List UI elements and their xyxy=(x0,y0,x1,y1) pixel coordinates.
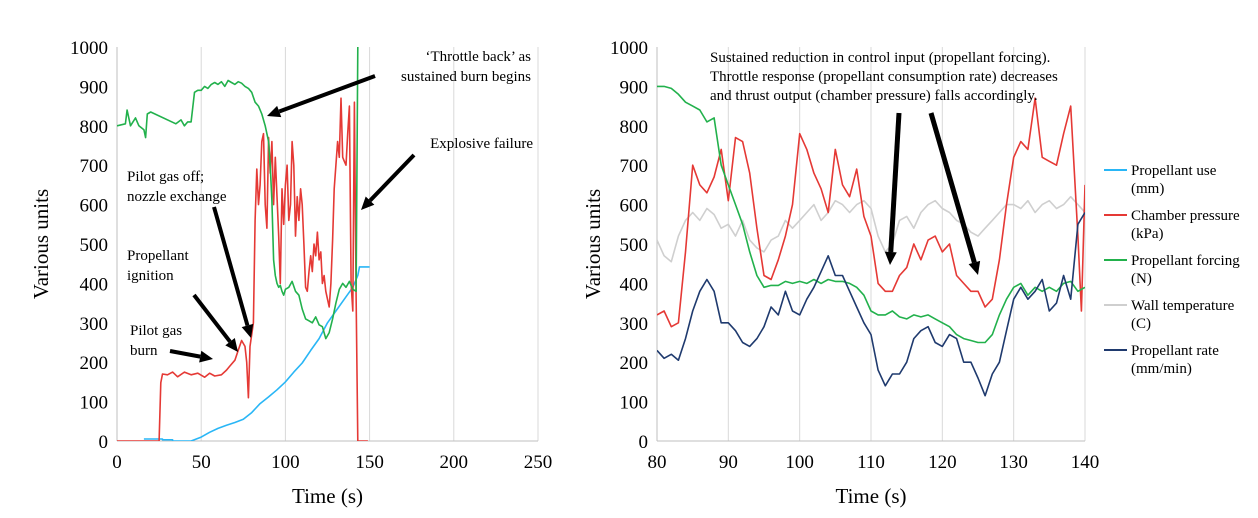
series-line-propellant-forcing xyxy=(657,85,1085,344)
legend-label-line: Wall temperature xyxy=(1131,298,1235,314)
annotation-sustained-reduction: Sustained reduction in control input (pr… xyxy=(710,50,1050,66)
arrow-throttle-back-head xyxy=(267,105,282,118)
y-tick-label: 0 xyxy=(639,432,649,453)
series-group xyxy=(657,85,1085,397)
series-group xyxy=(117,46,370,441)
x-tick-label: 200 xyxy=(440,452,469,473)
y-tick-label: 1000 xyxy=(70,38,108,59)
arrow-propellant-ignition-head xyxy=(225,338,238,352)
legend-label: Propellant rate (mm/min) xyxy=(1131,343,1219,377)
y-tick-label: 500 xyxy=(80,235,109,256)
y-tick-label: 200 xyxy=(80,353,109,374)
x-tick-label: 80 xyxy=(648,452,667,473)
arrow-pilot-gas-off-head xyxy=(241,323,254,338)
annotation-throttle-back: ‘Throttle back’ as xyxy=(425,49,531,65)
legend-entry-chamber-pressure: Chamber pressure (kPa) xyxy=(1104,208,1240,242)
y-tick-label: 100 xyxy=(620,393,649,414)
y-tick-label: 0 xyxy=(99,432,109,453)
y-tick-label: 300 xyxy=(620,314,649,335)
y-tick-label: 900 xyxy=(620,77,649,98)
annotation-sustained-reduction: Throttle response (propellant consumptio… xyxy=(710,69,1058,85)
arrow-pilot-gas-burn-shaft xyxy=(169,349,201,359)
annotation-explosive-failure: Explosive failure xyxy=(430,136,533,152)
arrow-throttle-back-shaft xyxy=(278,74,376,114)
annotation-pilot-gas-burn: Pilot gas xyxy=(130,323,182,339)
right-chart: 0 100 200 300 400 500 600 700 800 900 1000 80 90 100 1… xyxy=(581,38,1099,508)
legend-label-unit: (C) xyxy=(1131,316,1151,332)
arrow-reduction-left-shaft xyxy=(888,112,902,253)
legend-entry-propellant-forcing: Propellant forcing (N) xyxy=(1104,253,1240,287)
x-tick-label: 150 xyxy=(355,452,384,473)
x-axis-title: Time (s) xyxy=(836,484,907,508)
legend-label: Propellant use (mm) xyxy=(1131,163,1217,197)
series-line-propellant-forcing xyxy=(117,46,359,340)
x-tick-label: 140 xyxy=(1071,452,1100,473)
legend-label-unit: (N) xyxy=(1131,271,1152,287)
y-tick-label: 1000 xyxy=(610,38,648,59)
y-tick-label: 800 xyxy=(620,117,649,138)
x-tick-label: 90 xyxy=(719,452,738,473)
y-tick-label: 200 xyxy=(620,353,649,374)
annotation-sustained-reduction: and thrust output (chamber pressure) fal… xyxy=(710,88,1038,104)
x-tick-label: 0 xyxy=(112,452,122,473)
y-axis-title: Various units xyxy=(29,189,53,299)
left-chart: 0 100 200 300 400 500 600 700 800 900 1000 0 50 100 15… xyxy=(29,38,552,508)
y-tick-label: 600 xyxy=(620,196,649,217)
y-axis-title: Various units xyxy=(581,189,605,299)
y-tick-label: 600 xyxy=(80,196,109,217)
legend-entry-propellant-rate: Propellant rate (mm/min) xyxy=(1104,343,1219,377)
arrow-pilot-gas-burn-head xyxy=(199,350,213,363)
annotation-pilot-gas-off: Pilot gas off; xyxy=(127,169,204,185)
legend-label-line: Chamber pressure xyxy=(1131,208,1240,224)
legend-label-line: Propellant rate xyxy=(1131,343,1219,359)
legend-label-line: Propellant forcing xyxy=(1131,253,1240,269)
legend-entry-propellant-use: Propellant use (mm) xyxy=(1104,163,1217,197)
x-axis-title: Time (s) xyxy=(292,484,363,508)
x-tick-label: 110 xyxy=(857,452,885,473)
legend-label-unit: (mm/min) xyxy=(1131,361,1192,377)
annotation-throttle-back: sustained burn begins xyxy=(401,69,531,85)
arrow-reduction-right-shaft xyxy=(928,112,977,264)
legend-label: Chamber pressure (kPa) xyxy=(1131,208,1240,242)
x-tick-label: 100 xyxy=(271,452,300,473)
arrow-explosive-failure-head xyxy=(361,196,375,210)
y-tick-label: 900 xyxy=(80,77,109,98)
x-tick-label: 250 xyxy=(524,452,553,473)
annotation-pilot-gas-burn: burn xyxy=(130,343,158,359)
series-line-chamber-pressure xyxy=(117,97,368,441)
legend-label: Wall temperature (C) xyxy=(1131,298,1235,332)
arrow-reduction-left-head xyxy=(884,251,897,265)
arrow-explosive-failure-shaft xyxy=(368,153,416,203)
y-tick-label: 500 xyxy=(620,235,649,256)
series-line-propellant-use xyxy=(143,266,370,441)
y-tick-label: 700 xyxy=(620,156,649,177)
legend-label-unit: (kPa) xyxy=(1131,226,1164,242)
legend-label-unit: (mm) xyxy=(1131,181,1164,197)
legend-entry-wall-temperature: Wall temperature (C) xyxy=(1104,298,1235,332)
arrow-reduction-right-head xyxy=(968,260,981,275)
legend-label: Propellant forcing (N) xyxy=(1131,253,1240,287)
series-line-wall-temperature xyxy=(657,195,1085,263)
annotation-propellant-ignition: Propellant xyxy=(127,248,189,264)
legend: Propellant use (mm) Chamber pressure (kPa) P… xyxy=(1104,163,1240,377)
x-tick-label: 50 xyxy=(192,452,211,473)
arrow-propellant-ignition-shaft xyxy=(192,293,232,343)
y-tick-label: 800 xyxy=(80,117,109,138)
y-tick-label: 300 xyxy=(80,314,109,335)
legend-label-line: Propellant use xyxy=(1131,163,1217,179)
arrow-pilot-gas-off-shaft xyxy=(212,206,250,327)
y-tick-label: 400 xyxy=(80,274,109,295)
x-tick-label: 130 xyxy=(999,452,1028,473)
annotation-propellant-ignition: ignition xyxy=(127,268,174,284)
x-tick-label: 100 xyxy=(785,452,814,473)
y-tick-label: 400 xyxy=(620,274,649,295)
x-tick-label: 120 xyxy=(928,452,957,473)
series-line-propellant-rate xyxy=(657,212,1085,397)
y-tick-label: 100 xyxy=(80,393,109,414)
annotation-pilot-gas-off: nozzle exchange xyxy=(127,189,227,205)
y-tick-label: 700 xyxy=(80,156,109,177)
